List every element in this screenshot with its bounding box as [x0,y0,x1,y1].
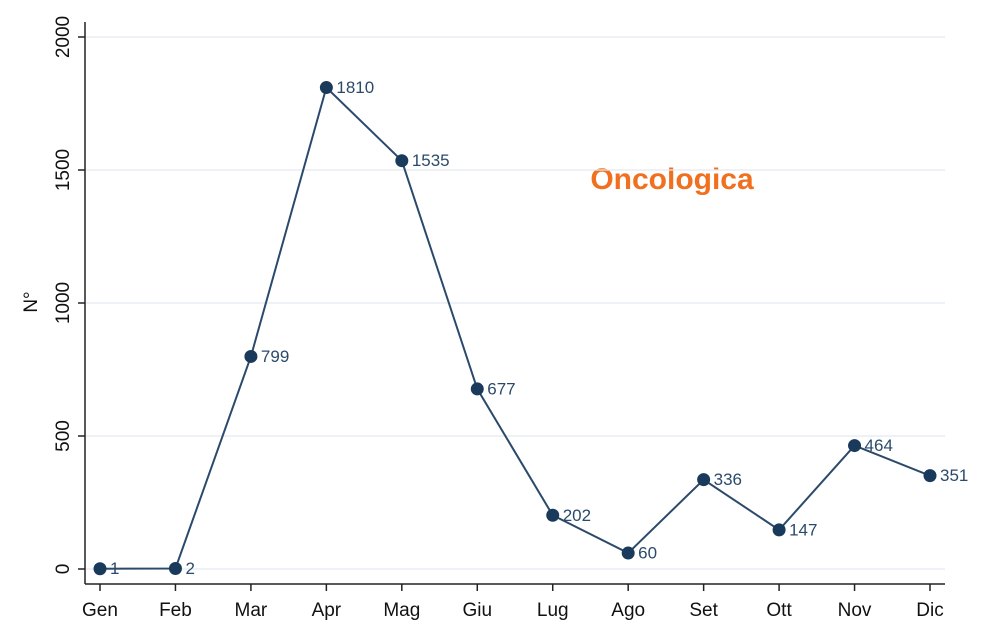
x-tick-label: Giu [462,600,492,621]
marker [395,154,409,168]
y-tick-label: 1000 [53,282,74,324]
x-tick-label: Dic [916,600,943,621]
value-label: 677 [487,379,515,398]
marker [244,349,258,363]
y-tick-label: 2000 [53,16,74,58]
y-tick-label: 0 [53,564,74,575]
x-tick-label: Set [689,600,718,621]
value-label: 336 [714,470,742,489]
marker [621,546,635,560]
x-tick-label: Nov [838,600,872,621]
value-label: 351 [940,466,968,485]
value-label: 60 [638,544,657,563]
chart-title: Oncologica [590,163,754,196]
value-label: 1535 [412,151,450,170]
marker [848,439,862,453]
x-tick-label: Gen [82,600,118,621]
value-label: 2 [185,559,194,578]
marker [546,508,560,522]
value-label: 1 [110,559,119,578]
x-tick-label: Mar [235,600,268,621]
y-axis-label: N° [21,291,42,312]
x-tick-label: Ott [766,600,792,621]
value-label: 1810 [336,78,374,97]
line [99,85,931,570]
x-tick-label: Lug [537,600,569,621]
marker [168,561,182,575]
marker [470,382,484,396]
value-label: 464 [865,436,893,455]
x-tick-label: Feb [159,600,192,621]
marker [319,81,333,95]
x-tick-label: Mag [383,600,420,621]
marker [697,473,711,487]
marker [93,562,107,576]
x-tick-label: Apr [312,600,342,621]
value-label: 147 [789,520,817,539]
y-tick-label: 1500 [53,149,74,191]
marker [772,523,786,537]
y-tick-label: 500 [53,420,74,452]
x-tick-label: Ago [611,600,645,621]
value-label: 799 [261,347,289,366]
value-label: 202 [563,506,591,525]
marker [923,469,937,483]
